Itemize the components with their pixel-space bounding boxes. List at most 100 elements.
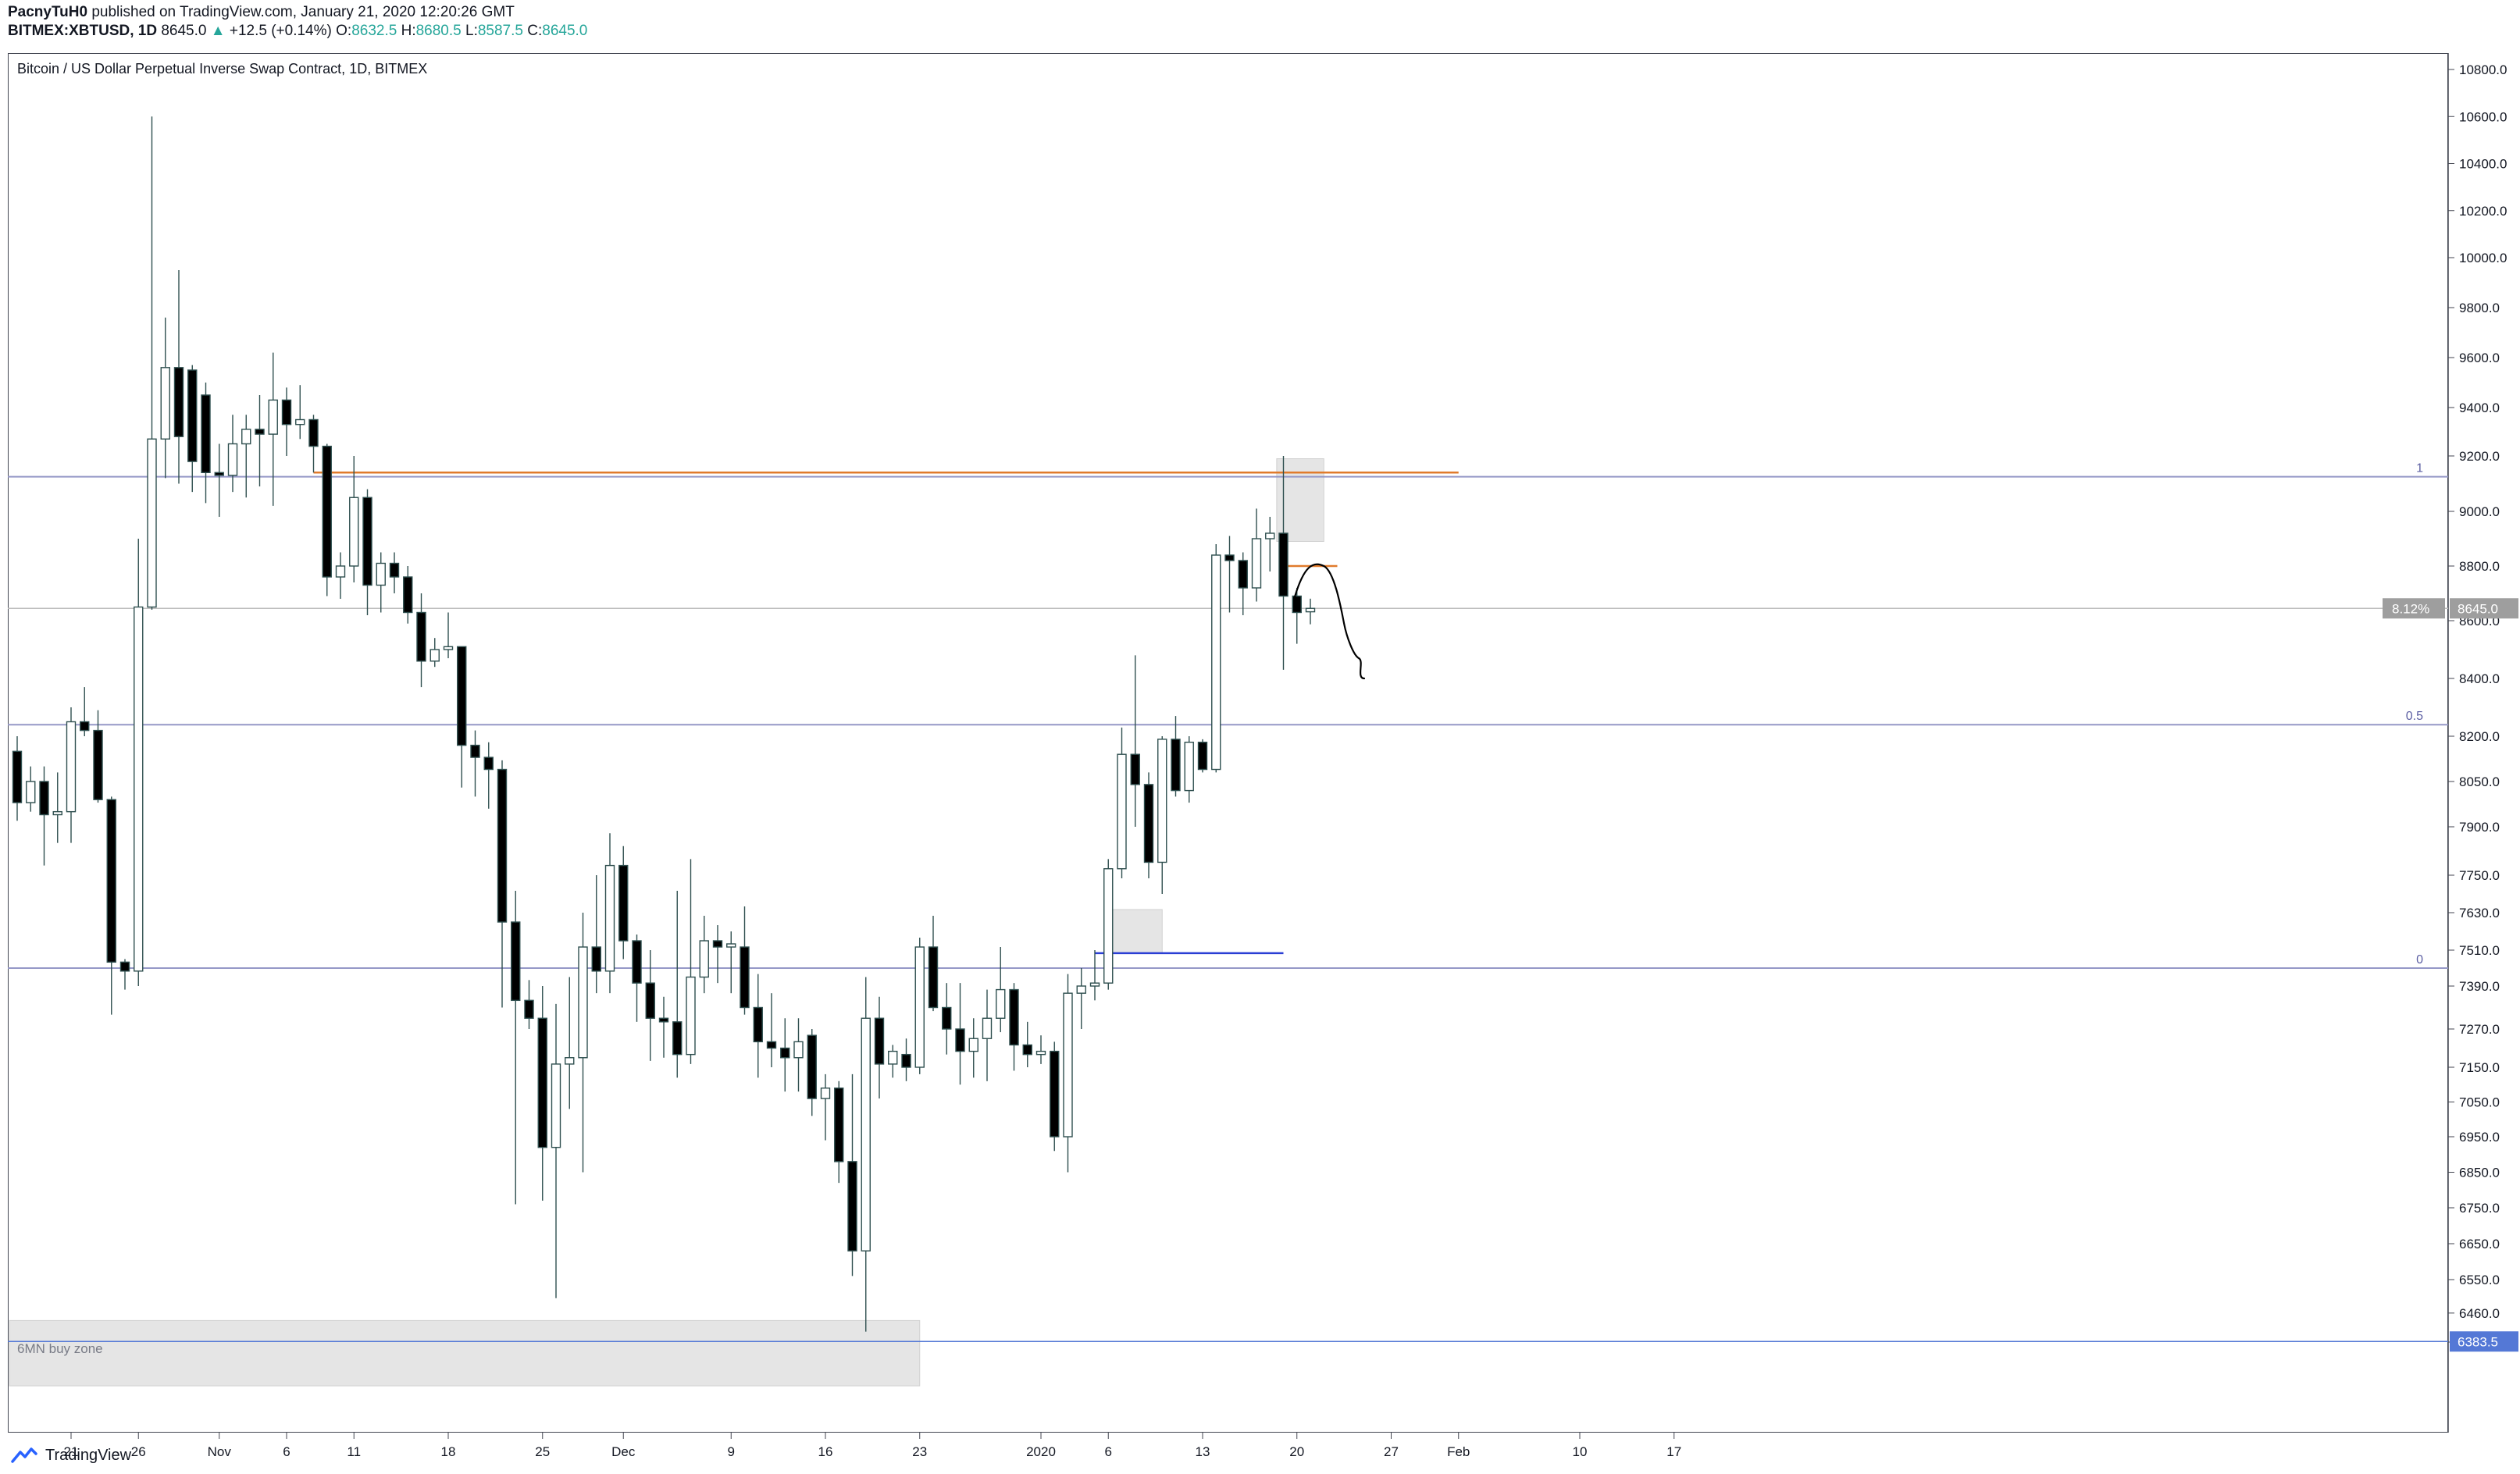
x-tick-label: 27: [1384, 1444, 1399, 1459]
candle-body: [780, 1047, 790, 1059]
candle-body: [1224, 554, 1235, 561]
candle-body: [12, 750, 23, 803]
x-tick-label: 26: [131, 1444, 146, 1459]
candle-body: [968, 1038, 978, 1052]
candle-body: [376, 562, 386, 586]
candle-body: [1265, 532, 1275, 539]
y-tick-label: 6950.0: [2459, 1130, 2500, 1145]
candle-body: [632, 940, 642, 984]
candle-body: [187, 369, 198, 462]
candle-body: [1022, 1044, 1032, 1056]
candle-body: [726, 943, 736, 948]
candle-body: [551, 1063, 561, 1148]
chart-pane[interactable]: [8, 53, 2448, 1433]
tradingview-logo-icon: [11, 1447, 37, 1463]
candle-body: [511, 921, 521, 1002]
candle-body: [1157, 739, 1167, 863]
y-tick-label: 8050.0: [2459, 774, 2500, 789]
footer-brand[interactable]: TradingView: [11, 1441, 131, 1469]
symbol-label[interactable]: BITMEX:XBTUSD, 1D: [8, 23, 158, 39]
x-tick-label: Feb: [1447, 1444, 1470, 1459]
candle-body: [39, 781, 49, 816]
y-tick-label: 7150.0: [2459, 1060, 2500, 1075]
chart-header: PacnyTuH0 published on TradingView.com, …: [8, 3, 587, 42]
candle-body: [686, 976, 696, 1056]
candle-body: [416, 611, 426, 662]
x-tick-label: Nov: [208, 1444, 232, 1459]
x-tick-label: 16: [818, 1444, 833, 1459]
y-tick-label: 8400.0: [2459, 671, 2500, 686]
candle-body: [1130, 753, 1140, 785]
x-tick-label: 2020: [1026, 1444, 1056, 1459]
candle-body: [281, 399, 292, 425]
candle-body: [820, 1087, 831, 1099]
candle-body: [699, 940, 709, 978]
chart-title: Bitcoin / US Dollar Perpetual Inverse Sw…: [17, 61, 428, 77]
candle-body: [134, 606, 144, 972]
candle-body: [928, 946, 939, 1009]
candle-body: [1171, 739, 1181, 792]
author-name[interactable]: PacnyTuH0: [8, 4, 88, 20]
up-arrow-icon: ▲: [210, 23, 226, 39]
candle-body: [1143, 784, 1154, 863]
candle-body: [443, 646, 454, 650]
y-tick-label: 8200.0: [2459, 729, 2500, 744]
candle-body: [160, 367, 170, 440]
price-badge: [2450, 1331, 2518, 1352]
close-label: C:: [527, 23, 543, 39]
candle-body: [227, 443, 238, 476]
candle-body: [1089, 982, 1100, 987]
candle-body: [1117, 753, 1127, 870]
candle-body: [1292, 595, 1302, 614]
candle-body: [1035, 1050, 1046, 1056]
candle-body: [1251, 538, 1262, 589]
candle-body: [430, 649, 440, 662]
candle-body: [578, 946, 588, 1059]
y-tick-label: 7750.0: [2459, 868, 2500, 883]
candle-body: [1009, 988, 1019, 1046]
candle-body: [861, 1017, 871, 1251]
y-tick-label: 10800.0: [2459, 62, 2507, 77]
candle-body: [807, 1034, 817, 1099]
candle-body: [241, 429, 251, 445]
candle-body: [119, 961, 130, 972]
x-tick-label: 17: [1666, 1444, 1681, 1459]
x-tick-label: 11: [347, 1444, 361, 1459]
candle-body: [658, 1017, 669, 1023]
candle-body: [834, 1087, 844, 1162]
candle-body: [147, 438, 157, 608]
y-tick-label: 7900.0: [2459, 820, 2500, 835]
candle-body: [1197, 742, 1208, 771]
open-value: 8632.5: [351, 23, 397, 39]
fib-level-label: 1: [2416, 462, 2423, 475]
candle-body: [888, 1050, 898, 1065]
candle-body: [255, 429, 265, 435]
open-label: O:: [336, 23, 352, 39]
y-tick-label: 6850.0: [2459, 1166, 2500, 1180]
high-value: 8680.5: [415, 23, 462, 39]
y-tick-label: 7510.0: [2459, 943, 2500, 958]
shaded-zone-0: [9, 1319, 921, 1387]
candle-body: [457, 646, 467, 746]
fib-level-label: 0.5: [2406, 710, 2423, 723]
candle-body: [591, 946, 601, 972]
candle-body: [901, 1053, 911, 1068]
candle-body: [1211, 554, 1221, 771]
candle-body: [1076, 985, 1086, 994]
candle-body: [483, 757, 494, 771]
y-tick-label: 10400.0: [2459, 157, 2507, 172]
candle-body: [955, 1028, 965, 1052]
ohlc-line: BITMEX:XBTUSD, 1D 8645.0 ▲ +12.5 (+0.14%…: [8, 22, 587, 41]
x-tick-label: Dec: [611, 1444, 636, 1459]
y-tick-label: 9600.0: [2459, 351, 2500, 365]
candle-body: [712, 940, 723, 948]
y-tick-label: 8800.0: [2459, 559, 2500, 574]
candle-body: [874, 1017, 885, 1065]
y-tick-label: 7270.0: [2459, 1022, 2500, 1037]
price-change: +12.5 (+0.14%): [229, 23, 332, 39]
x-tick-label: 23: [912, 1444, 927, 1459]
y-tick-label: 10600.0: [2459, 109, 2507, 124]
candle-body: [362, 497, 372, 586]
candle-body: [268, 399, 278, 435]
